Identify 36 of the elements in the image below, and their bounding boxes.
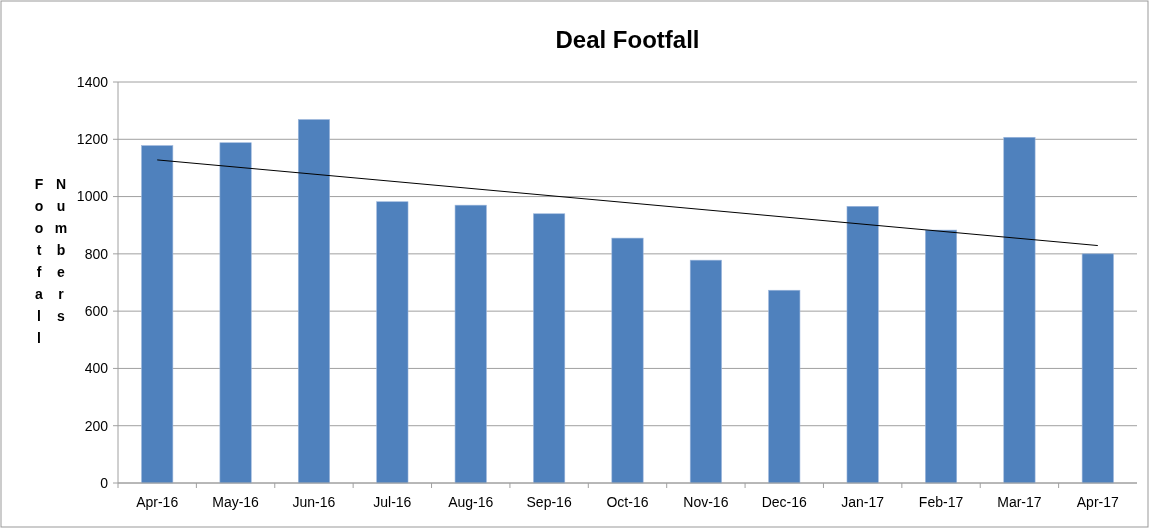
x-tick-label: Apr-16 — [136, 494, 179, 510]
bar — [376, 201, 409, 484]
y-tick-label: 400 — [84, 360, 109, 377]
x-tick-label: Apr-17 — [1076, 494, 1120, 510]
bar — [297, 119, 330, 484]
bar — [219, 142, 252, 484]
bar — [768, 289, 801, 484]
y-tick-label: 200 — [84, 417, 109, 434]
y-tick-label: 1000 — [76, 188, 109, 205]
x-tick-label: Jan-17 — [841, 494, 885, 510]
x-tick-label: Mar-17 — [997, 494, 1042, 510]
bar — [1003, 136, 1036, 484]
x-tick-label: May-16 — [212, 494, 260, 510]
x-tick-label: Dec-16 — [761, 494, 808, 510]
x-tick-label: Sep-16 — [526, 494, 572, 510]
y-tick-label: 1200 — [76, 131, 109, 148]
x-tick-label: Jul-16 — [373, 494, 412, 510]
y-tick-label: 0 — [100, 474, 109, 491]
x-tick-label: Feb-17 — [918, 494, 964, 510]
y-tick-label: 600 — [84, 303, 109, 320]
bar — [689, 259, 722, 484]
bar — [611, 237, 644, 484]
bar — [141, 145, 174, 484]
x-tick-label: Aug-16 — [448, 494, 494, 510]
x-tick-label: Nov-16 — [683, 494, 729, 510]
bar — [925, 229, 958, 484]
chart-title: Deal Footfall — [555, 26, 700, 53]
y-axis-title: Footfall Numbers — [30, 176, 70, 354]
bar — [846, 206, 879, 484]
x-tick-label: Jun-16 — [292, 494, 336, 510]
bar — [533, 213, 566, 484]
y-tick-label: 800 — [84, 245, 109, 262]
x-tick-label: Oct-16 — [606, 494, 649, 510]
bar — [1081, 253, 1114, 484]
bar — [454, 204, 487, 484]
y-tick-label: 1400 — [76, 73, 109, 90]
